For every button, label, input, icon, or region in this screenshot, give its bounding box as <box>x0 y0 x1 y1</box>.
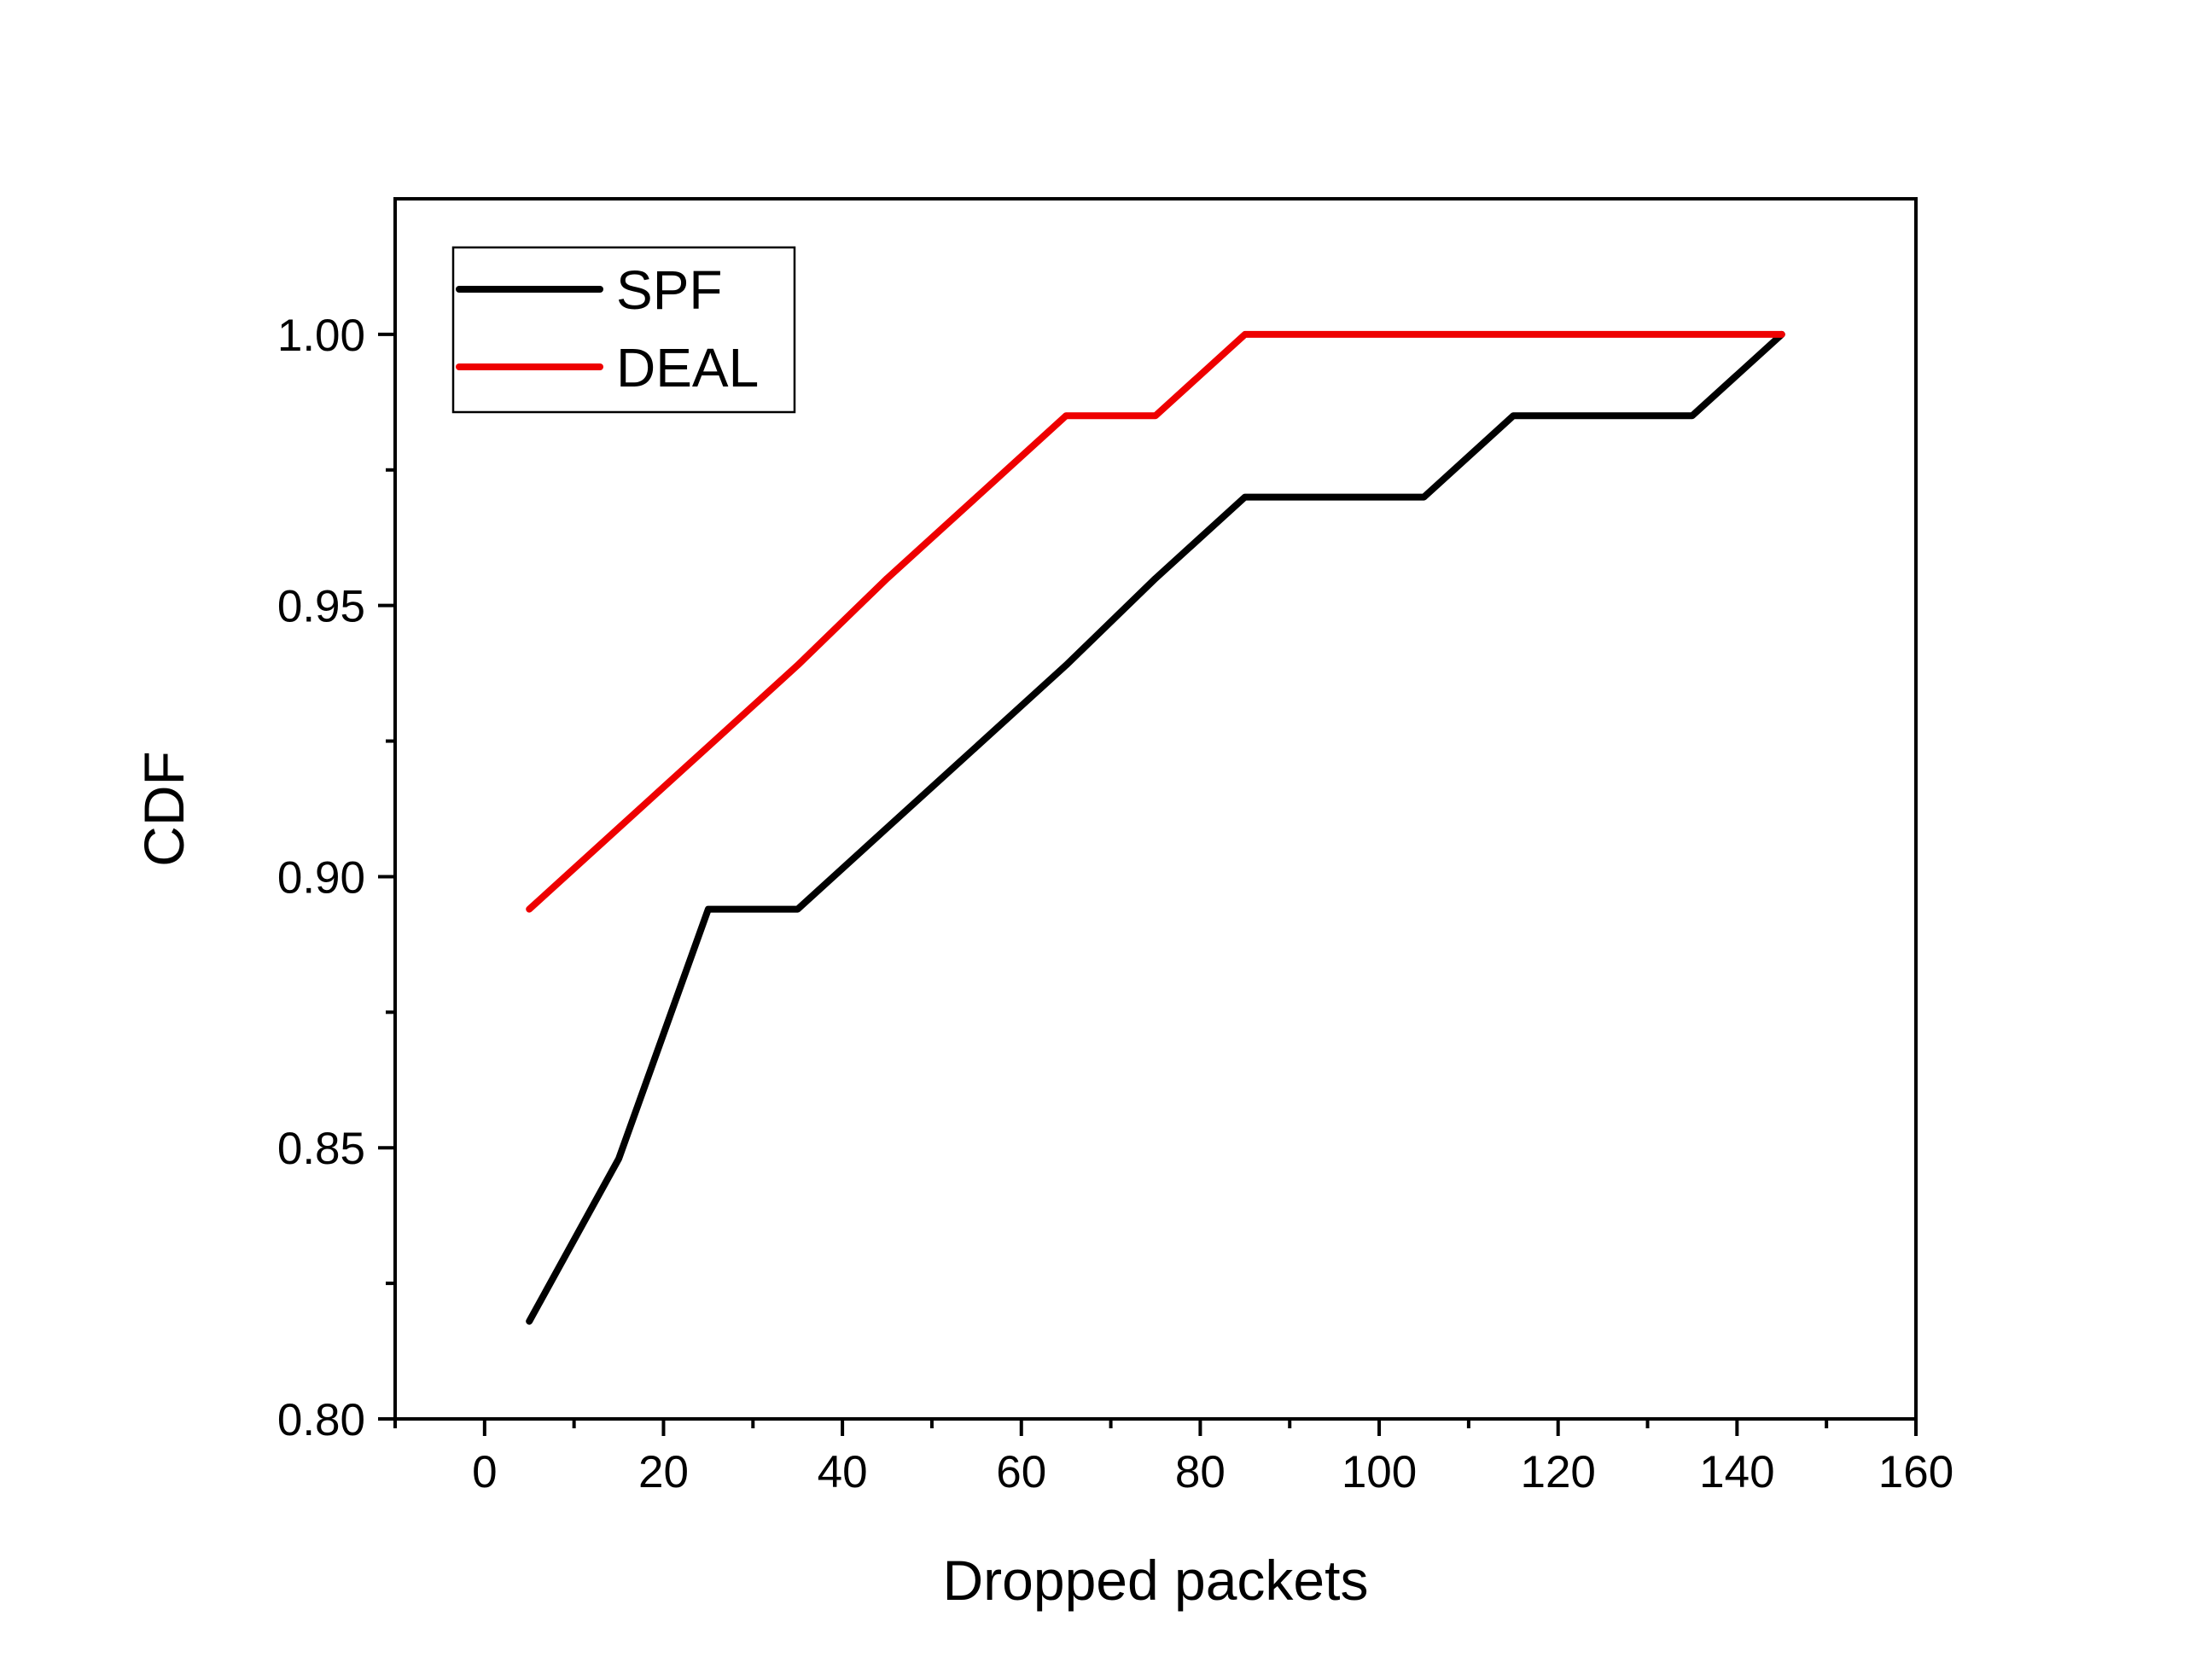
y-tick-label: 0.90 <box>277 852 365 903</box>
x-axis-title: Dropped packets <box>943 1549 1369 1612</box>
y-tick-label: 0.95 <box>277 582 365 632</box>
x-tick-label: 140 <box>1699 1447 1774 1497</box>
legend-box <box>451 246 796 414</box>
plot-frame <box>393 197 1918 1421</box>
x-tick-label: 80 <box>1175 1447 1226 1497</box>
y-tick-label: 1.00 <box>277 311 365 361</box>
x-tick-label: 0 <box>472 1447 497 1497</box>
y-axis-title: CDF <box>132 751 195 867</box>
x-tick-label: 100 <box>1342 1447 1417 1497</box>
series-layer <box>526 330 1785 1325</box>
x-tick-label: 40 <box>818 1447 868 1497</box>
x-tick-label: 20 <box>638 1447 689 1497</box>
series-line-spf <box>526 330 1785 1325</box>
legend: SPF DEAL <box>451 246 796 414</box>
legend-label-deal: DEAL <box>616 337 759 398</box>
y-tick-label: 0.85 <box>277 1124 365 1174</box>
x-tick-label: 160 <box>1878 1447 1953 1497</box>
x-tick-label: 60 <box>996 1447 1046 1497</box>
y-tick-label: 0.80 <box>277 1395 365 1445</box>
ticks-layer: 0 20 40 60 80 100 120 140 160 0.80 0.85 0.90 0.95 1.0… <box>277 311 1953 1497</box>
legend-label-spf: SPF <box>616 259 722 321</box>
x-tick-label: 120 <box>1520 1447 1595 1497</box>
series-line-deal <box>526 330 1785 913</box>
